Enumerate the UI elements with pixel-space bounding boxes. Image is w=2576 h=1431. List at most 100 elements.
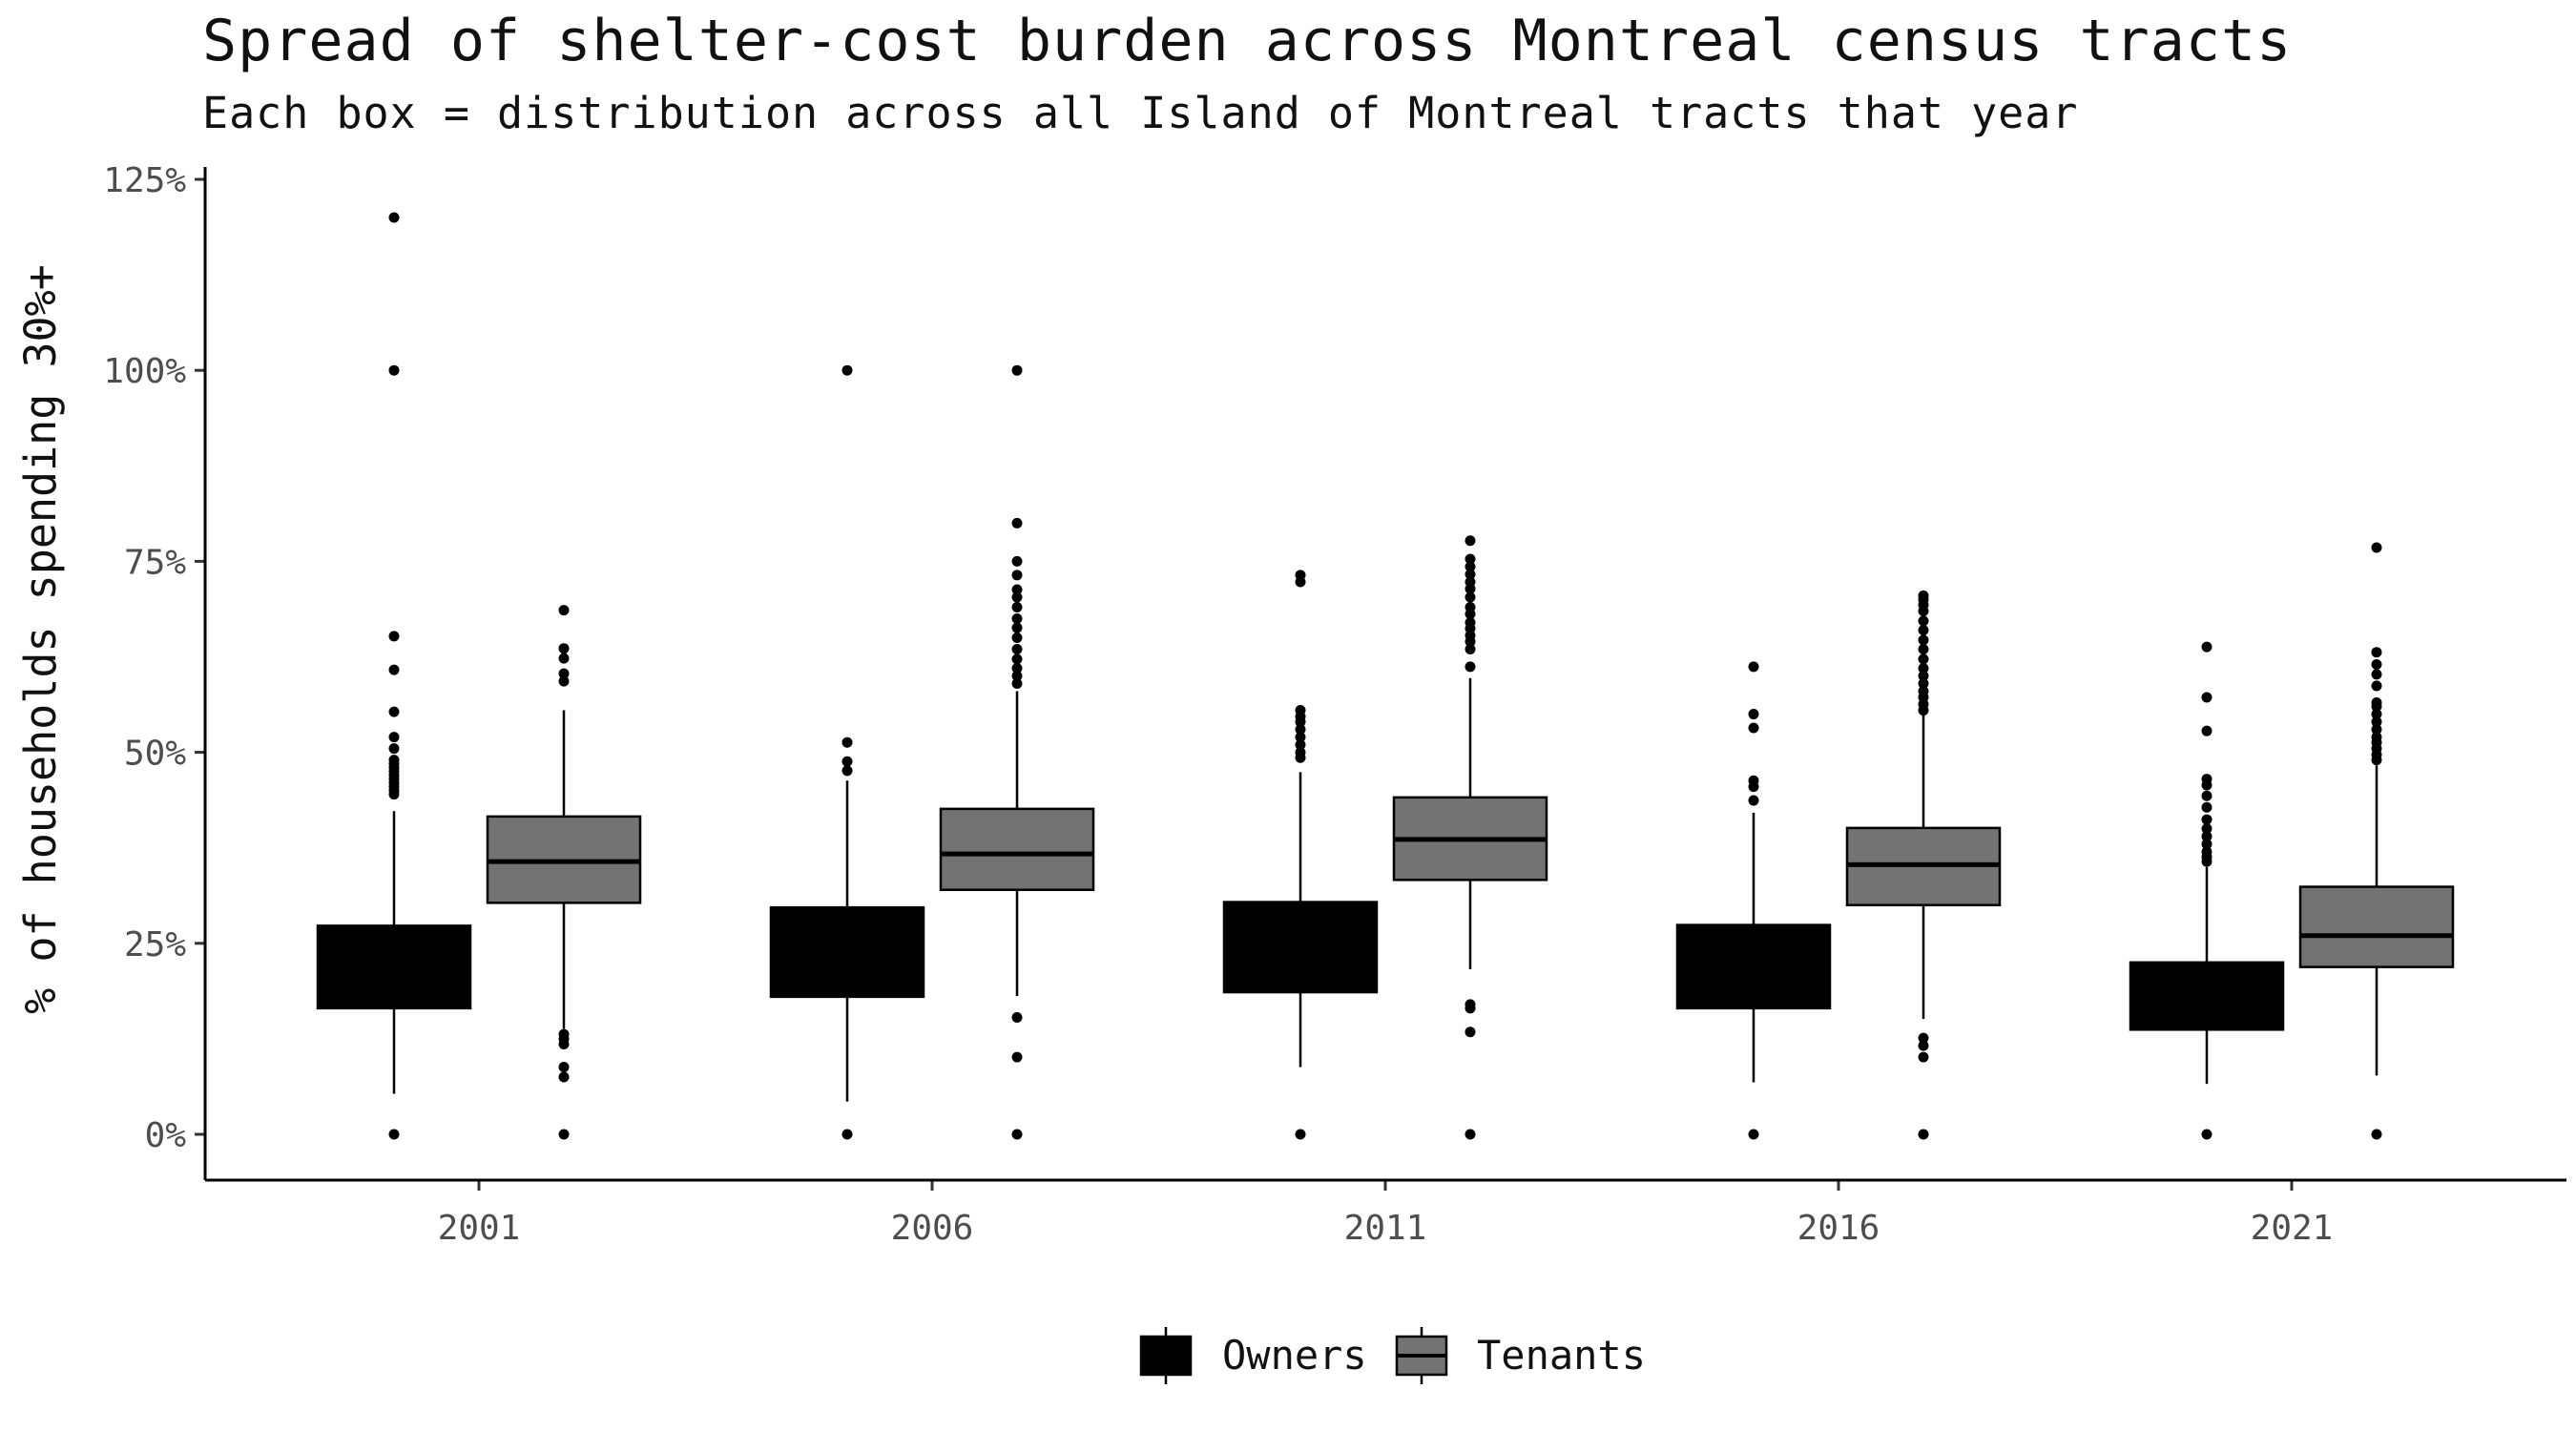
outlier-point xyxy=(1465,569,1476,580)
x-tick-label: 2006 xyxy=(891,1209,974,1248)
outlier-point xyxy=(2371,709,2382,720)
outlier-point xyxy=(1918,1129,1929,1140)
outlier-point xyxy=(558,668,570,679)
legend-label: Owners xyxy=(1222,1332,1367,1379)
outlier-point xyxy=(2201,831,2212,842)
outlier-point xyxy=(558,1129,570,1140)
outlier-point xyxy=(1011,601,1023,612)
x-axis-ticks: 2001 2006 2011 2016 2021 xyxy=(438,1180,2333,1248)
outlier-point xyxy=(1011,663,1023,674)
outlier-point xyxy=(388,1129,400,1140)
outlier-point xyxy=(1918,1040,1929,1051)
outlier-point xyxy=(841,364,853,376)
outlier-point xyxy=(1295,1129,1306,1140)
outlier-point xyxy=(1011,678,1023,690)
outlier-point xyxy=(1011,632,1023,643)
outlier-point xyxy=(388,631,400,642)
series-tenants xyxy=(486,364,2455,1140)
outlier-point xyxy=(2371,647,2382,658)
outlier-point xyxy=(1918,663,1929,674)
outlier-point xyxy=(1748,722,1759,734)
box-body xyxy=(939,807,1095,891)
outlier-point xyxy=(388,364,400,376)
outlier-point xyxy=(388,212,400,223)
outlier-point xyxy=(1011,364,1023,376)
chart-title: Spread of shelter-cost burden across Mon… xyxy=(202,8,2293,74)
outlier-point xyxy=(2371,716,2382,728)
outlier-point xyxy=(1748,709,1759,720)
outlier-point xyxy=(1918,615,1929,627)
outlier-point xyxy=(2371,732,2382,743)
box-owners-2016 xyxy=(1675,661,1832,1140)
outlier-point xyxy=(1011,1129,1023,1140)
outlier-point xyxy=(841,756,853,767)
outlier-point xyxy=(1465,601,1476,612)
outlier-point xyxy=(558,653,570,664)
outlier-point xyxy=(1011,671,1023,682)
outlier-point xyxy=(1465,1027,1476,1038)
outlier-point xyxy=(841,765,853,777)
box-owners-2011 xyxy=(1222,570,1379,1140)
outlier-point xyxy=(1918,686,1929,697)
outlier-point xyxy=(1011,570,1023,581)
box-owners-2006 xyxy=(769,364,925,1140)
outlier-point xyxy=(841,736,853,748)
outlier-point xyxy=(1011,1051,1023,1063)
outlier-point xyxy=(2201,774,2212,785)
outlier-point xyxy=(1748,661,1759,673)
outlier-point xyxy=(388,664,400,675)
series-owners xyxy=(316,212,2285,1140)
outlier-point xyxy=(1465,553,1476,565)
outlier-point xyxy=(1465,576,1476,588)
y-axis-title: % of households spending 30%+ xyxy=(15,264,66,1014)
outlier-point xyxy=(2201,692,2212,703)
box-tenants-2021 xyxy=(2298,542,2455,1140)
x-tick-label: 2001 xyxy=(438,1209,521,1248)
outlier-point xyxy=(2371,542,2382,553)
y-tick-label: 0% xyxy=(145,1116,187,1155)
outlier-point xyxy=(2371,680,2382,692)
box-body xyxy=(1222,901,1379,994)
outlier-point xyxy=(558,1071,570,1083)
outlier-point xyxy=(2371,659,2382,671)
outlier-point xyxy=(1011,584,1023,595)
box-tenants-2006 xyxy=(939,364,1095,1140)
outlier-point xyxy=(1918,643,1929,654)
outlier-point xyxy=(558,605,570,616)
box-owners-2021 xyxy=(2129,641,2285,1140)
x-tick-label: 2016 xyxy=(1797,1209,1880,1248)
outlier-point xyxy=(2201,641,2212,653)
outlier-point xyxy=(1295,747,1306,758)
outlier-point xyxy=(2201,846,2212,858)
outlier-point xyxy=(1011,517,1023,529)
outlier-point xyxy=(1011,555,1023,567)
box-tenants-2001 xyxy=(486,605,642,1140)
outlier-point xyxy=(2201,814,2212,825)
y-tick-label: 75% xyxy=(124,543,186,582)
outlier-point xyxy=(2201,725,2212,736)
outlier-point xyxy=(558,1062,570,1073)
outlier-point xyxy=(1918,1032,1929,1044)
outlier-point xyxy=(388,755,400,766)
outlier-point xyxy=(558,1028,570,1040)
outlier-point xyxy=(388,706,400,717)
outlier-point xyxy=(2371,669,2382,680)
box-owners-2001 xyxy=(316,212,472,1140)
outlier-point xyxy=(1295,705,1306,716)
y-tick-label: 50% xyxy=(124,735,186,774)
legend: Owners Tenants xyxy=(1139,1327,1646,1384)
outlier-point xyxy=(1465,661,1476,673)
y-tick-label: 100% xyxy=(103,352,186,391)
box-tenants-2011 xyxy=(1392,535,1548,1140)
outlier-point xyxy=(1465,999,1476,1010)
outlier-point xyxy=(1295,739,1306,751)
outlier-point xyxy=(1465,1129,1476,1140)
outlier-point xyxy=(1748,775,1759,786)
outlier-point xyxy=(1295,724,1306,736)
outlier-point xyxy=(2201,839,2212,850)
chart-subtitle: Each box = distribution across all Islan… xyxy=(202,88,2079,138)
outlier-point xyxy=(1011,622,1023,633)
outlier-point xyxy=(1748,1129,1759,1140)
outlier-point xyxy=(1465,643,1476,654)
